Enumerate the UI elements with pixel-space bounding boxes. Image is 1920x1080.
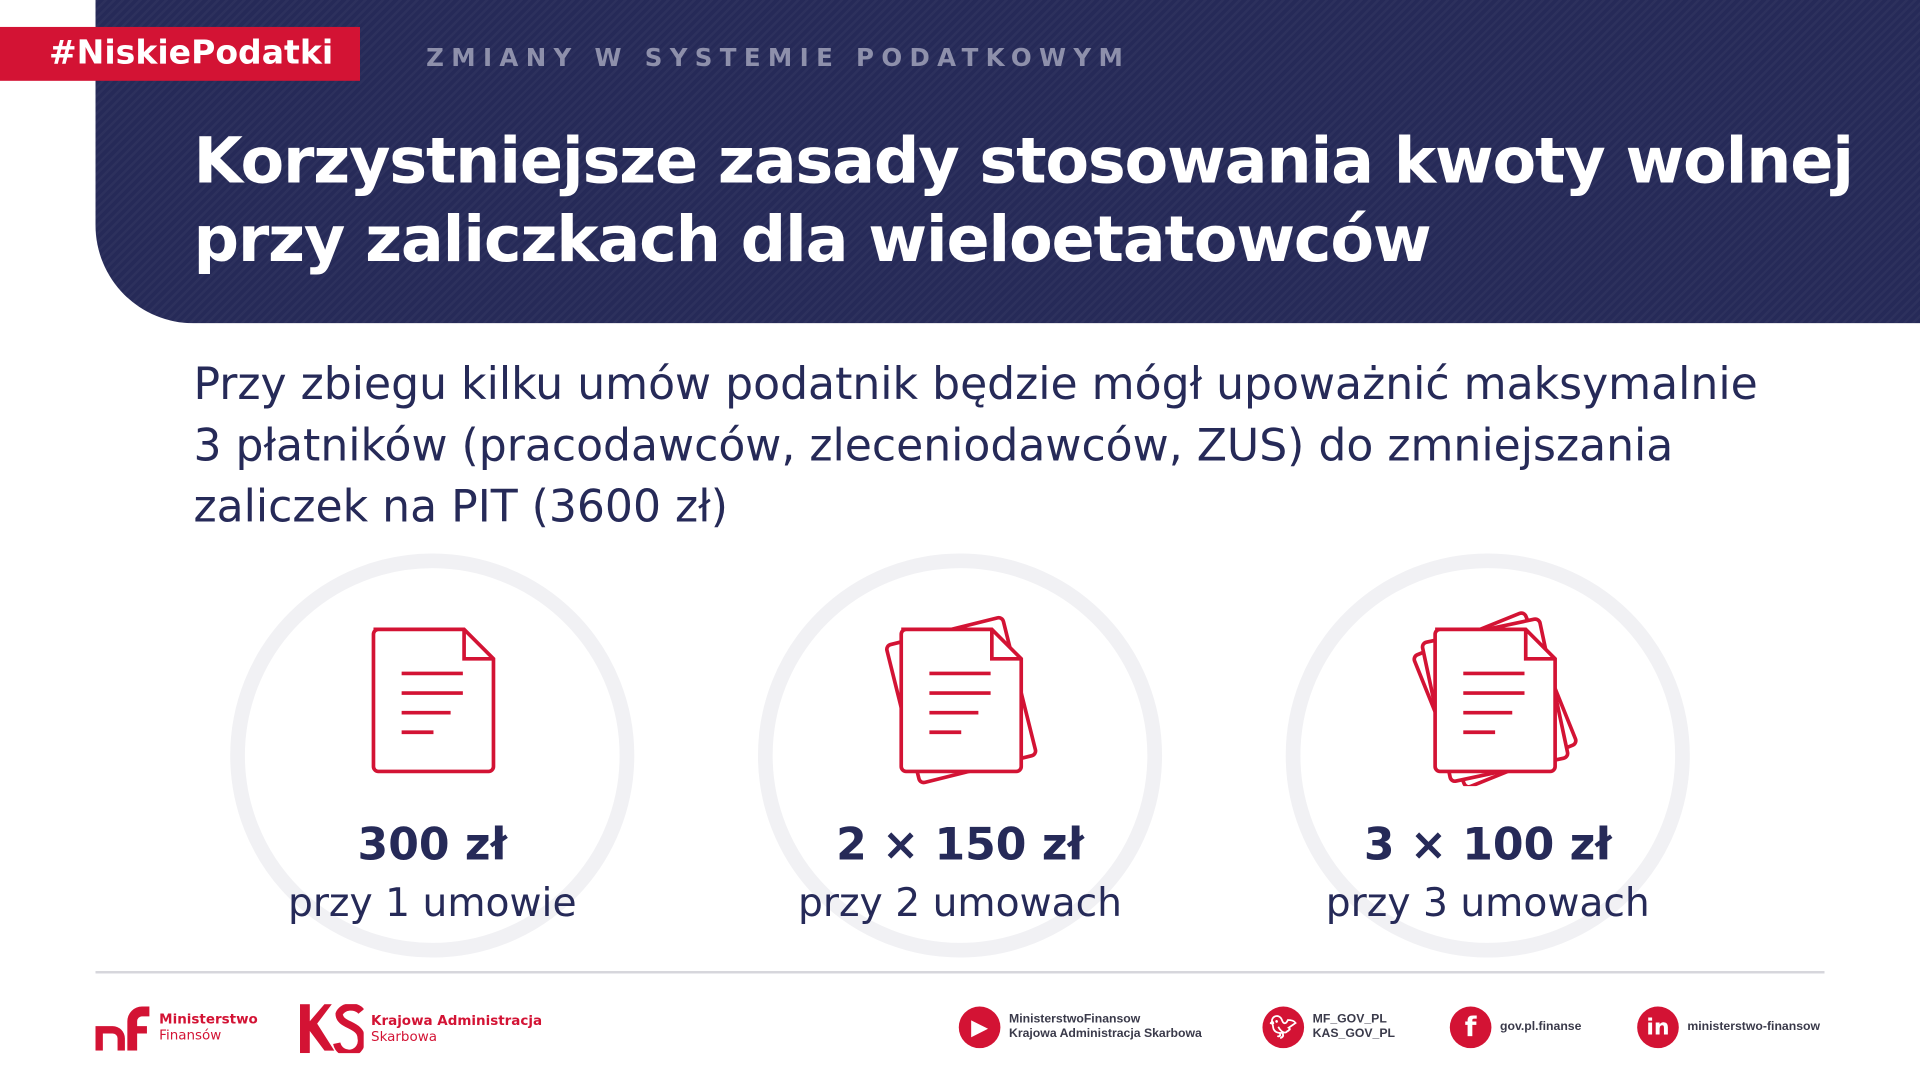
twitter-link[interactable]: 🐦︎ MF_GOV_PL KAS_GOV_PL (1262, 1006, 1396, 1049)
card-1-contract: 300 zł przy 1 umowie (230, 553, 635, 958)
kas-logo-mark (300, 1004, 364, 1054)
mf-name: Ministerstwo (159, 1011, 258, 1028)
facebook-icon: f (1449, 1006, 1492, 1049)
document-icon (371, 627, 496, 774)
mf-logo-mark (95, 1006, 150, 1051)
footer-divider (95, 971, 1825, 974)
amount: 3 × 100 zł (1363, 820, 1612, 871)
linkedin-link[interactable]: in ministerstwo-finansow (1637, 1006, 1821, 1049)
page-title: Korzystniejsze zasady stosowania kwoty w… (193, 124, 1854, 277)
kas-name-2: Skarbowa (371, 1028, 437, 1045)
amount: 300 zł (357, 820, 507, 871)
amount-label: przy 3 umowach (1325, 879, 1650, 926)
lead-text: Przy zbiegu kilku umów podatnik będzie m… (193, 360, 1758, 533)
amount-label: przy 2 umowach (798, 879, 1123, 926)
linkedin-handle: ministerstwo-finansow (1687, 1020, 1821, 1034)
three-documents-icon (1412, 611, 1578, 787)
youtube-link[interactable]: ▶ MinisterstwoFinansow Krajowa Administra… (958, 1006, 1202, 1049)
two-documents-icon (884, 615, 1038, 785)
kas-name: Krajowa Administracja (371, 1012, 543, 1029)
amount-label: przy 1 umowie (287, 879, 577, 926)
card-3-contracts: 3 × 100 zł przy 3 umowach (1285, 553, 1690, 958)
youtube-handle: MinisterstwoFinansow (1008, 1012, 1141, 1027)
amount: 2 × 150 zł (836, 820, 1084, 871)
subtitle: ZMIANY W SYSTEMIE PODATKOWYM (426, 42, 1131, 73)
facebook-link[interactable]: f gov.pl.finanse (1449, 1006, 1582, 1049)
youtube-icon: ▶ (958, 1006, 1001, 1049)
hashtag-badge: #NiskiePodatki (0, 26, 361, 81)
twitter-icon: 🐦︎ (1262, 1006, 1305, 1049)
youtube-handle-2: Krajowa Administracja Skarbowa (1008, 1027, 1202, 1041)
twitter-handle: MF_GOV_PL (1312, 1012, 1387, 1027)
card-2-contracts: 2 × 150 zł przy 2 umowach (757, 553, 1163, 958)
mf-logo: Ministerstwo Finansów (95, 1004, 258, 1051)
header-banner: ZMIANY W SYSTEMIE PODATKOWYM Korzystniej… (95, 0, 1920, 324)
mf-name-2: Finansów (159, 1027, 222, 1044)
twitter-handle-2: KAS_GOV_PL (1312, 1027, 1396, 1041)
facebook-handle: gov.pl.finanse (1500, 1020, 1582, 1034)
kas-logo: Krajowa Administracja Skarbowa (300, 1004, 543, 1054)
linkedin-icon: in (1637, 1006, 1679, 1049)
